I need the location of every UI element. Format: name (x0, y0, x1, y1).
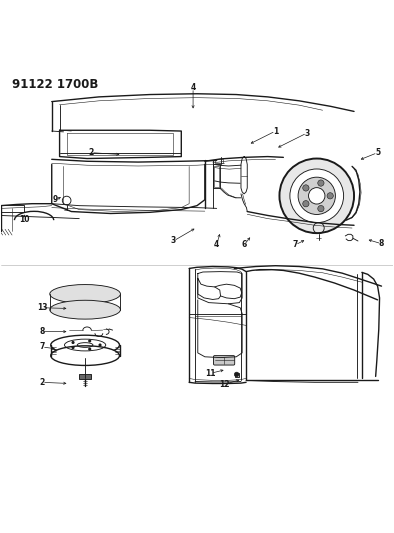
Circle shape (327, 193, 333, 199)
Circle shape (71, 341, 74, 344)
Text: 10: 10 (19, 215, 30, 224)
Circle shape (298, 177, 335, 214)
Circle shape (98, 343, 102, 346)
Text: 1: 1 (273, 126, 278, 135)
Ellipse shape (50, 285, 121, 303)
Text: 8: 8 (379, 239, 384, 248)
Text: 3: 3 (304, 128, 310, 138)
Text: 2: 2 (88, 148, 94, 157)
Circle shape (88, 340, 91, 343)
Text: 9: 9 (53, 195, 58, 204)
Bar (213, 164, 220, 188)
Bar (215, 159, 223, 163)
Bar (214, 166, 219, 187)
Bar (79, 375, 91, 379)
Ellipse shape (51, 346, 119, 366)
Circle shape (309, 188, 325, 204)
Circle shape (234, 372, 239, 377)
Ellipse shape (50, 300, 121, 319)
Text: 6: 6 (242, 240, 247, 249)
Text: 4: 4 (214, 240, 219, 249)
Circle shape (71, 346, 74, 349)
Text: 11: 11 (206, 369, 216, 378)
Text: 91122 1700B: 91122 1700B (13, 78, 99, 91)
Circle shape (88, 348, 91, 351)
Circle shape (318, 180, 324, 186)
Circle shape (303, 185, 309, 191)
Text: 8: 8 (39, 327, 45, 336)
Text: 5: 5 (375, 148, 380, 157)
Bar (235, 373, 240, 377)
Text: 12: 12 (219, 380, 230, 389)
FancyBboxPatch shape (214, 356, 235, 365)
Circle shape (303, 200, 309, 207)
Text: 13: 13 (37, 303, 47, 312)
Text: 2: 2 (39, 378, 45, 387)
Text: 7: 7 (292, 240, 298, 249)
Circle shape (279, 158, 354, 233)
Circle shape (318, 205, 324, 212)
Text: 7: 7 (39, 343, 45, 351)
Text: 3: 3 (171, 237, 176, 246)
Text: 4: 4 (190, 83, 196, 92)
Circle shape (290, 169, 344, 223)
Bar (1, 205, 24, 212)
